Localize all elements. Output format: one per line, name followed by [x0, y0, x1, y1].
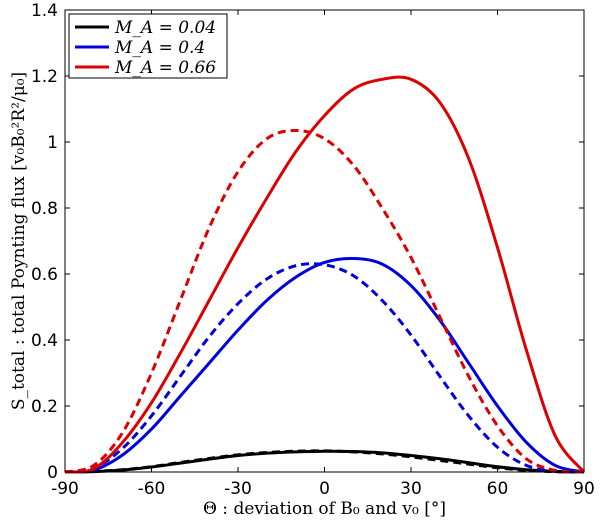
- y-tick-label: 1.2: [31, 67, 58, 87]
- x-tick-label: -60: [138, 479, 166, 499]
- series-layer: [64, 75, 586, 474]
- y-tick-label: 1: [47, 133, 58, 153]
- y-tick-label: 0.6: [31, 265, 58, 285]
- y-tick-label: 0.2: [31, 397, 58, 417]
- legend-label: M_A = 0.04: [114, 18, 216, 38]
- y-tick-label: 0: [47, 463, 58, 483]
- y-tick-label: 0.4: [31, 331, 58, 351]
- tick-layer: -90 -60 -30 0 30 60 90 0 0.2 0.4 0.6 0.8 1 1.2 1.4: [31, 1, 595, 499]
- x-tick-label: -30: [224, 479, 252, 499]
- legend-label: M_A = 0.4: [114, 38, 205, 58]
- x-axis-label: Θ : deviation of B₀ and v₀ [°]: [203, 499, 446, 519]
- y-tick-label: 0.8: [31, 199, 58, 219]
- series-line-3: [64, 256, 585, 474]
- x-tick-label: -90: [51, 479, 79, 499]
- y-axis-label: S_total : total Poynting flux [v₀B₀²R²/μ…: [9, 72, 29, 410]
- x-tick-label: 90: [573, 479, 595, 499]
- x-tick-label: 0: [319, 479, 330, 499]
- legend: M_A = 0.04M_A = 0.4M_A = 0.66: [68, 13, 228, 79]
- x-tick-label: 30: [400, 479, 422, 499]
- legend-label: M_A = 0.66: [114, 58, 216, 78]
- x-tick-label: 60: [487, 479, 509, 499]
- y-tick-label: 1.4: [31, 1, 58, 21]
- series-line-4: [64, 262, 585, 474]
- series-line-5: [64, 75, 586, 474]
